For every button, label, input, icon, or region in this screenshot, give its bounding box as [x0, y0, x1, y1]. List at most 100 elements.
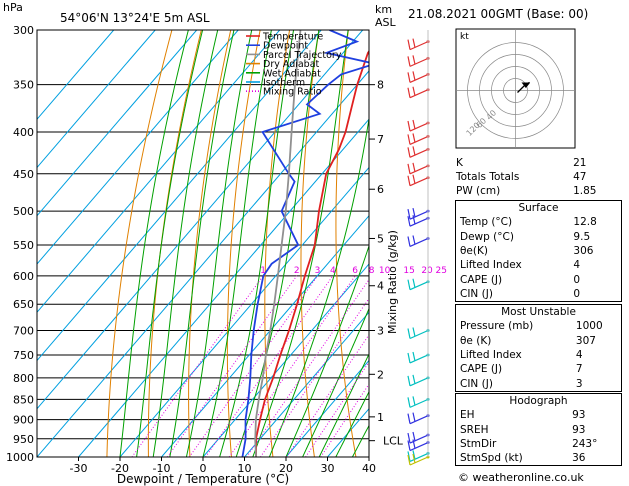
- wind-barb-flag: [407, 432, 411, 444]
- isotherm: [37, 70, 369, 457]
- wind-barb-flag: [407, 397, 411, 408]
- wet-adiabat: [152, 30, 219, 457]
- wind-barb-shaft: [409, 456, 429, 466]
- isotherm: [37, 30, 156, 169]
- legend-label: Isotherm: [263, 78, 305, 89]
- hodograph-box: Hodograph EH 93 SREH 93 StmDir 243° StmSpd …: [455, 393, 622, 467]
- wind-barb: [407, 235, 430, 248]
- unstable-value: 307: [575, 334, 596, 347]
- isotherm: [161, 214, 369, 457]
- wind-barb-flag: [412, 412, 416, 422]
- height-tick-label: 7: [377, 133, 384, 146]
- wind-barb-flag: [407, 236, 411, 247]
- hodograph-unit: kt: [460, 32, 469, 42]
- unstable-value: 1000: [575, 320, 603, 333]
- wind-barb-shaft: [409, 165, 429, 175]
- isotherm: [37, 30, 115, 120]
- wind-barb: [407, 412, 430, 425]
- wind-barb: [407, 146, 430, 158]
- wind-barbs: [407, 30, 430, 466]
- hodograph-label: StmDir: [460, 438, 497, 451]
- mixing-ratio-label: 6: [352, 266, 358, 276]
- hodograph-label: SREH: [460, 423, 489, 436]
- wet-adiabat: [185, 30, 253, 457]
- mixing-ratio-label: 3: [315, 266, 321, 276]
- wind-barb: [407, 374, 430, 387]
- height-tick-label: 4: [377, 280, 384, 293]
- wet-adiabat: [335, 390, 369, 457]
- wind-barb: [407, 133, 430, 145]
- wind-barb-flag: [407, 451, 411, 462]
- pressure-tick-label: 800: [13, 372, 34, 385]
- date-label: 21.08.2021 00GMT (Base: 00): [408, 7, 589, 21]
- isotherm: [202, 263, 369, 457]
- wet-adiabat: [318, 352, 369, 457]
- wind-barb-flag: [412, 119, 416, 130]
- dry-adiabat: [226, 30, 261, 457]
- wind-barb-flag: [412, 38, 416, 48]
- wind-barb: [407, 450, 430, 462]
- wind-barb-flag: [407, 120, 411, 132]
- hodograph-label: EH: [460, 409, 475, 422]
- mixing-ratio-line: [131, 275, 264, 457]
- legend-label: Parcel Trajectory: [263, 50, 342, 61]
- wind-barb: [407, 453, 430, 466]
- hodograph-value: 36: [572, 452, 586, 465]
- wet-adiabat: [169, 30, 235, 457]
- pressure-tick-label: 600: [13, 270, 34, 283]
- indices-table: K 21 Totals Totals 47 PW (cm) 1.85: [455, 156, 620, 198]
- wind-barb-shaft: [409, 89, 429, 99]
- series-dewpoint: [241, 30, 369, 457]
- mixing-ratio-line: [205, 275, 334, 457]
- credit: © weatheronline.co.uk: [458, 471, 584, 484]
- wind-barb: [407, 351, 430, 364]
- hodograph-value: 93: [572, 409, 586, 422]
- most-unstable-box: Most Unstable Pressure (mb) 1000 θe (K) 30…: [455, 304, 622, 392]
- tt-label: Totals Totals: [456, 171, 520, 183]
- wind-barb-shaft: [409, 377, 429, 387]
- dry-adiabat: [106, 30, 173, 457]
- wind-barb-flag: [412, 374, 416, 384]
- surface-label: CAPE (J): [460, 273, 503, 286]
- wind-barb: [407, 327, 430, 340]
- wind-barb-flag: [407, 72, 411, 83]
- wind-barb: [407, 396, 430, 408]
- wind-barb-flag: [407, 440, 411, 451]
- wind-barb-shaft: [409, 452, 429, 462]
- unstable-value: 7: [575, 363, 583, 376]
- legend-label: Temperature: [262, 32, 323, 43]
- tt-value: 47: [573, 171, 587, 183]
- wind-barb-flag: [407, 175, 411, 186]
- pressure-tick-label: 400: [13, 126, 34, 139]
- wind-barb: [407, 174, 430, 187]
- temperature-tick-label: -10: [153, 462, 171, 475]
- mixing-ratio-line: [260, 297, 369, 457]
- height-tick-label: 1: [377, 411, 384, 424]
- temperature-tick-label: 0: [200, 462, 207, 475]
- wind-barb-shaft: [409, 41, 429, 51]
- wind-barb-flag: [412, 278, 416, 288]
- mixing-ratio-line: [246, 278, 369, 457]
- wet-adiabat: [252, 30, 349, 457]
- legend-label: Dry Adiabat: [263, 59, 320, 70]
- surface-value: 12.8: [573, 216, 597, 229]
- most-unstable-title: Most Unstable: [501, 306, 576, 319]
- wind-barb-flag: [412, 351, 416, 362]
- height-tick-label: 6: [377, 183, 384, 196]
- wind-barb-flag: [412, 215, 416, 225]
- wind-barb-flag: [407, 328, 411, 339]
- surface-title: Surface: [518, 202, 559, 215]
- legend-label: Mixing Ratio: [263, 87, 322, 98]
- hodograph-value: 243°: [572, 438, 598, 451]
- isotherm: [285, 359, 369, 457]
- surface-label: CIN (J): [460, 287, 493, 300]
- height-tick-label: 2: [377, 368, 384, 381]
- wind-barb-flag: [407, 413, 411, 424]
- wind-barb-flag: [412, 396, 416, 406]
- k-label: K: [456, 157, 463, 169]
- hodograph-arrow: [521, 82, 530, 88]
- pressure-tick-label: 1000: [6, 451, 34, 464]
- wind-barb-shaft: [409, 148, 429, 158]
- height-tick-label: LCL: [383, 435, 404, 448]
